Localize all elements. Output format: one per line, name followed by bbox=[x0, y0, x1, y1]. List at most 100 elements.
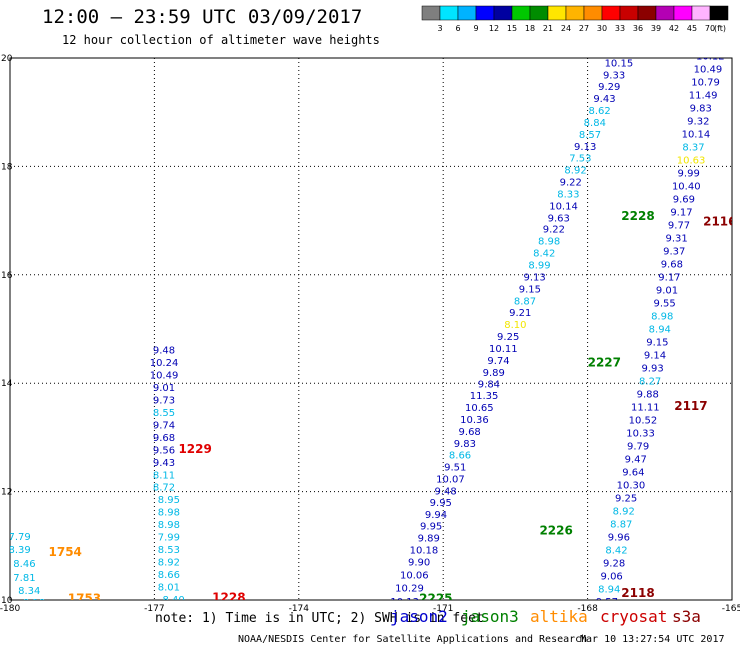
colorbar-label: 39 bbox=[651, 24, 661, 33]
colorbar-label: 42 bbox=[669, 24, 679, 33]
colorbar-label: 33 bbox=[615, 24, 625, 33]
wave-height-label: 10.14 bbox=[549, 201, 578, 212]
wave-height-label: 9.83 bbox=[690, 103, 712, 114]
data-layer: 7.798.398.467.818.348.189.4810.2410.499.… bbox=[10, 51, 732, 609]
wave-height-label: 8.98 bbox=[651, 311, 673, 322]
wave-height-label: 9.13 bbox=[574, 142, 596, 153]
wave-height-label: 9.32 bbox=[687, 116, 709, 127]
wave-height-label: 10.13 bbox=[390, 597, 419, 608]
wave-height-label: 9.69 bbox=[673, 194, 695, 205]
wave-height-label: 9.51 bbox=[444, 463, 466, 474]
wave-height-label: 11.11 bbox=[631, 403, 660, 414]
colorbar-label: 70 bbox=[705, 24, 715, 33]
colorbar-swatch bbox=[529, 5, 549, 21]
colorbar-swatch bbox=[583, 5, 603, 21]
wave-height-label: 8.18 bbox=[23, 598, 45, 609]
wave-height-label: 9.93 bbox=[641, 363, 663, 374]
wave-height-label: 9.15 bbox=[519, 284, 541, 295]
wave-height-label: 9.77 bbox=[668, 220, 690, 231]
y-tick-label: 16 bbox=[1, 271, 13, 281]
wave-height-label: 9.96 bbox=[608, 533, 630, 544]
plot-frame bbox=[9, 57, 733, 601]
wave-height-label: 9.43 bbox=[593, 94, 615, 105]
wave-height-label: 8.57 bbox=[579, 130, 601, 141]
wave-height-label: 8.46 bbox=[13, 559, 35, 570]
wave-height-label: 9.68 bbox=[661, 259, 683, 270]
wave-height-label: 9.25 bbox=[497, 332, 519, 343]
wave-height-label: 10.15 bbox=[605, 58, 634, 69]
colorbar-swatch bbox=[421, 5, 441, 21]
wave-height-label: 9.74 bbox=[487, 356, 509, 367]
x-tick-label: -171 bbox=[433, 604, 453, 614]
wave-height-label: 9.95 bbox=[430, 498, 452, 509]
wave-height-label: 10.12 bbox=[696, 51, 725, 62]
wave-height-label: 9.84 bbox=[478, 380, 500, 391]
colorbar-swatch bbox=[691, 5, 711, 21]
wave-height-label: 10.24 bbox=[150, 358, 179, 369]
chart-subtitle: 12 hour collection of altimeter wave hei… bbox=[62, 33, 380, 47]
colorbar-label: 18 bbox=[525, 24, 535, 33]
wave-height-label: 9.28 bbox=[603, 559, 625, 570]
colorbar-label: 27 bbox=[579, 24, 589, 33]
y-tick-label: 20 bbox=[1, 54, 13, 64]
wave-height-label: 8.62 bbox=[589, 106, 611, 117]
colorbar-swatch bbox=[475, 5, 495, 21]
wave-height-label: 10.49 bbox=[694, 64, 723, 75]
wave-height-label: 9.56 bbox=[153, 445, 175, 456]
pass-id-label: 1228 bbox=[212, 591, 245, 605]
legend-jason3: jason3 bbox=[461, 607, 519, 626]
wave-height-label: 9.74 bbox=[153, 420, 175, 431]
colorbar-label: 12 bbox=[489, 24, 499, 33]
wave-height-label: 9.01 bbox=[656, 285, 678, 296]
wave-height-label: 9.15 bbox=[646, 337, 668, 348]
colorbar-swatch bbox=[673, 5, 693, 21]
wave-height-label: 9.22 bbox=[560, 178, 582, 189]
wave-height-label: 9.57 bbox=[596, 597, 618, 608]
wave-height-label: 9.89 bbox=[418, 534, 440, 545]
colorbar-label: 15 bbox=[507, 24, 517, 33]
wave-height-label: 9.48 bbox=[434, 487, 456, 498]
wave-height-label: 10.65 bbox=[465, 403, 494, 414]
x-tick-label: -180 bbox=[0, 604, 20, 614]
wave-height-label: 9.68 bbox=[459, 427, 481, 438]
wave-height-label: 9.25 bbox=[615, 494, 637, 505]
wave-height-label: 8.72 bbox=[153, 483, 175, 494]
colorbar-label: 45 bbox=[687, 24, 697, 33]
wave-height-label: 9.83 bbox=[454, 439, 476, 450]
colorbar-swatch bbox=[655, 5, 675, 21]
wave-height-label: 9.01 bbox=[153, 383, 175, 394]
wave-height-label: 8.94 bbox=[649, 324, 671, 335]
pass-id-label: 2226 bbox=[539, 524, 572, 538]
wave-height-label: 8.99 bbox=[528, 261, 550, 272]
wave-height-label: 10.40 bbox=[672, 181, 701, 192]
pass-id-label: 1753 bbox=[68, 591, 101, 605]
wave-height-label: 8.34 bbox=[18, 586, 40, 597]
wave-height-label: 9.99 bbox=[678, 168, 700, 179]
wave-height-label: 9.21 bbox=[509, 308, 531, 319]
legend-cryosat: cryosat bbox=[600, 607, 668, 626]
wave-height-label: 8.94 bbox=[598, 585, 620, 596]
wave-height-label: 8.42 bbox=[605, 546, 627, 557]
pass-id-label: 2118 bbox=[621, 586, 654, 600]
wave-height-label: 8.95 bbox=[158, 495, 180, 506]
colorbar-label: 24 bbox=[561, 24, 571, 33]
wave-height-label: 9.88 bbox=[637, 389, 659, 400]
wave-height-label: 8.10 bbox=[504, 320, 526, 331]
wave-height-label: 10.11 bbox=[489, 344, 518, 355]
colorbar-swatch bbox=[439, 5, 459, 21]
wave-height-label: 8.66 bbox=[449, 451, 471, 462]
wave-height-label: 11.35 bbox=[470, 391, 499, 402]
colorbar-unit: (ft) bbox=[714, 24, 726, 33]
wave-height-label: 8.92 bbox=[564, 166, 586, 177]
wave-height-label: 10.18 bbox=[410, 546, 439, 557]
wave-height-label: 9.73 bbox=[153, 395, 175, 406]
colorbar-swatch bbox=[547, 5, 567, 21]
y-tick-label: 18 bbox=[1, 162, 13, 172]
legend-altika: altika bbox=[530, 607, 588, 626]
wave-height-label: 10.14 bbox=[682, 129, 711, 140]
wave-height-label: 10.36 bbox=[460, 415, 489, 426]
wave-height-label: 9.37 bbox=[663, 246, 685, 257]
wave-height-label: 9.48 bbox=[153, 346, 175, 357]
pass-id-label: 2227 bbox=[588, 356, 621, 370]
